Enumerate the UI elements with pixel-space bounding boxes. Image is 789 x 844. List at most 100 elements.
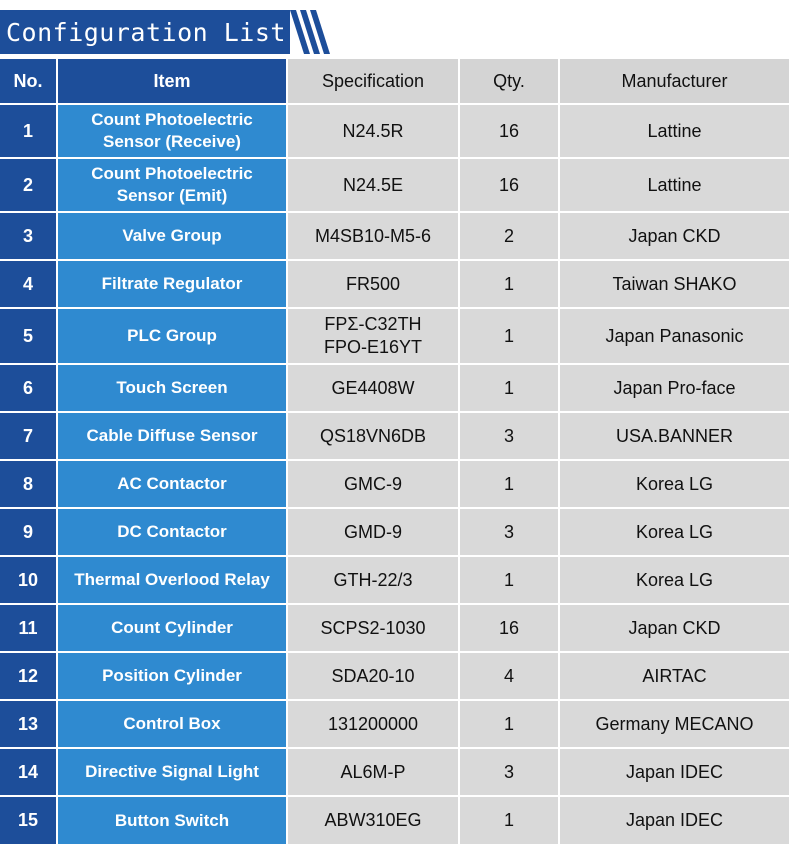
item-name: Cable Diffuse Sensor <box>56 411 287 460</box>
item-name-line: Position Cylinder <box>102 666 242 685</box>
specification: SDA20-10 <box>286 651 459 700</box>
table-row: 14 Directive Signal Light AL6M-P 3 Japan IDE… <box>0 747 789 796</box>
table-row: 10 Thermal Overlood Relay GTH-22/3 1 Korea L… <box>0 555 789 604</box>
specification-line: GMD-9 <box>344 521 402 542</box>
table-row: 7 Cable Diffuse Sensor QS18VN6DB 3 USA.BANNE… <box>0 411 789 460</box>
item-name-line: Filtrate Regulator <box>101 274 243 293</box>
item-name: Filtrate Regulator <box>56 259 287 308</box>
item-name-line: Sensor (Receive) <box>103 132 241 151</box>
item-name-line: Count Photoelectric <box>91 110 253 129</box>
manufacturer: AIRTAC <box>558 651 789 700</box>
slash-stripes-icon <box>290 10 330 54</box>
item-name-line: DC Contactor <box>117 522 227 541</box>
row-number: 14 <box>0 747 57 796</box>
specification-line: M4SB10-M5-6 <box>314 225 432 246</box>
row-number: 5 <box>0 307 57 364</box>
item-name: Button Switch <box>56 795 287 844</box>
manufacturer: Korea LG <box>558 507 789 556</box>
item-name-line: AC Contactor <box>117 474 227 493</box>
row-number: 9 <box>0 507 57 556</box>
quantity: 2 <box>458 211 559 260</box>
item-name-line: PLC Group <box>127 326 217 345</box>
table-row: 11 Count Cylinder SCPS2-1030 16 Japan CKD <box>0 603 789 652</box>
specification-line: SDA20-10 <box>331 665 415 686</box>
title-banner: Configuration List <box>0 10 330 54</box>
item-name: Thermal Overlood Relay <box>56 555 287 604</box>
item-name-line: Cable Diffuse Sensor <box>86 426 258 445</box>
quantity: 16 <box>458 603 559 652</box>
quantity: 16 <box>458 157 559 212</box>
manufacturer: Germany MECANO <box>558 699 789 748</box>
row-number: 3 <box>0 211 57 260</box>
specification-line: GE4408W <box>331 377 415 398</box>
table-row: 13 Control Box 131200000 1 Germany MECANO <box>0 699 789 748</box>
manufacturer: Korea LG <box>558 555 789 604</box>
quantity: 16 <box>458 103 559 158</box>
quantity: 3 <box>458 411 559 460</box>
specification: GMD-9 <box>286 507 459 556</box>
item-name: Directive Signal Light <box>56 747 287 796</box>
specification: N24.5R <box>286 103 459 158</box>
item-name-line: Count Photoelectric <box>91 164 253 183</box>
header-no: No. <box>0 59 57 104</box>
quantity: 1 <box>458 699 559 748</box>
row-number: 7 <box>0 411 57 460</box>
item-name: Touch Screen <box>56 363 287 412</box>
quantity: 1 <box>458 795 559 844</box>
item-name: Valve Group <box>56 211 287 260</box>
item-name-line: Touch Screen <box>116 378 228 397</box>
item-name-line: Directive Signal Light <box>85 762 259 781</box>
table-row: 8 AC Contactor GMC-9 1 Korea LG <box>0 459 789 508</box>
quantity: 4 <box>458 651 559 700</box>
specification-line: GTH-22/3 <box>333 569 413 590</box>
item-name: Control Box <box>56 699 287 748</box>
table-body: 1 Count Photoelectric Sensor (Receive) N24.… <box>0 103 789 844</box>
item-name: Count Photoelectric Sensor (Receive) <box>56 103 287 158</box>
item-name-line: Button Switch <box>114 810 230 830</box>
table-row: 9 DC Contactor GMD-9 3 Korea LG <box>0 507 789 556</box>
row-number: 11 <box>0 603 57 652</box>
specification-line: AL6M-P <box>340 761 406 782</box>
configuration-table: No. Item Specification Qty. Manufacturer… <box>0 59 789 844</box>
row-number: 15 <box>0 795 57 844</box>
item-name: AC Contactor <box>56 459 287 508</box>
specification-line: N24.5R <box>342 120 404 141</box>
row-number: 4 <box>0 259 57 308</box>
specification: M4SB10-M5-6 <box>286 211 459 260</box>
row-number: 2 <box>0 157 57 212</box>
header-item: Item <box>56 59 287 104</box>
specification-line: FPΣ-C32TH <box>324 314 422 334</box>
item-name: DC Contactor <box>56 507 287 556</box>
quantity: 1 <box>458 307 559 364</box>
specification-line: FR500 <box>345 273 401 294</box>
title-box: Configuration List <box>0 10 290 54</box>
specification: FR500 <box>286 259 459 308</box>
specification: GTH-22/3 <box>286 555 459 604</box>
item-name: Count Cylinder <box>56 603 287 652</box>
manufacturer: USA.BANNER <box>558 411 789 460</box>
table-header-row: No. Item Specification Qty. Manufacturer <box>0 59 789 104</box>
specification: ABW310EG <box>286 795 459 844</box>
quantity: 3 <box>458 507 559 556</box>
specification: GMC-9 <box>286 459 459 508</box>
manufacturer: Taiwan SHAKO <box>558 259 789 308</box>
item-name-line: Count Cylinder <box>111 618 233 637</box>
quantity: 3 <box>458 747 559 796</box>
table-row: 1 Count Photoelectric Sensor (Receive) N24.… <box>0 103 789 158</box>
table-row: 4 Filtrate Regulator FR500 1 Taiwan SHAKO <box>0 259 789 308</box>
table-row: 2 Count Photoelectric Sensor (Emit) N24.5E 1… <box>0 157 789 212</box>
specification: FPΣ-C32TH FPO-E16YT <box>286 307 459 364</box>
manufacturer: Japan CKD <box>558 211 789 260</box>
manufacturer: Japan Panasonic <box>558 307 789 364</box>
row-number: 1 <box>0 103 57 158</box>
manufacturer: Lattine <box>558 157 789 212</box>
specification-line: FPO-E16YT <box>323 337 423 357</box>
header-specification: Specification <box>286 59 459 104</box>
specification: GE4408W <box>286 363 459 412</box>
item-name: Position Cylinder <box>56 651 287 700</box>
item-name-line: Thermal Overlood Relay <box>74 570 270 589</box>
manufacturer: Korea LG <box>558 459 789 508</box>
quantity: 1 <box>458 363 559 412</box>
specification-line: QS18VN6DB <box>319 425 427 446</box>
quantity: 1 <box>458 259 559 308</box>
